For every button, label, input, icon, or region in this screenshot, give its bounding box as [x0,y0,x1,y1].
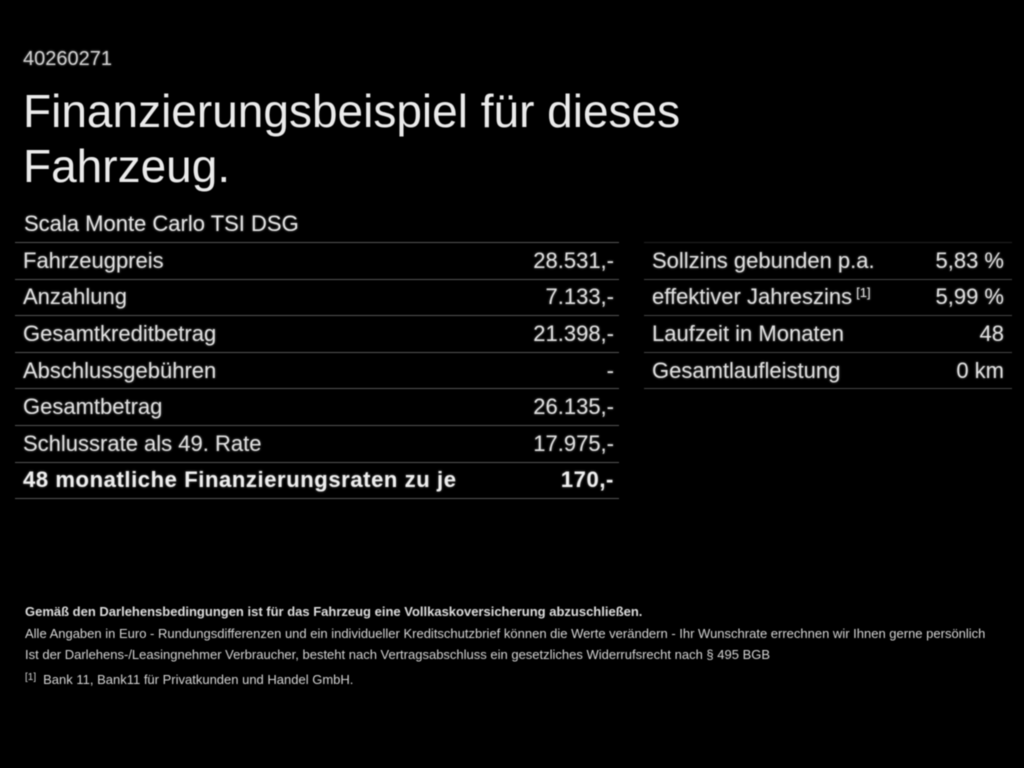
footnote-insurance: Gemäß den Darlehensbedingungen ist für d… [25,604,643,619]
finance-row-value: 170,- [317,462,619,500]
conditions-row-value: 0 km [828,352,1012,390]
finance-row-fahrzeugpreis: Fahrzeugpreis 28.531,- [15,242,619,280]
conditions-row-label: Sollzins gebunden p.a. [644,242,875,280]
finance-row-monthly-rate: 48 monatliche Finanzierungsraten zu je 1… [15,462,619,500]
conditions-row-value: 5,99 % [828,279,1012,317]
page-title-line2: Fahrzeug. [23,140,231,192]
finance-row-label: 48 monatliche Finanzierungsraten zu je [15,462,456,500]
vehicle-reference-number: 40260271 [23,48,112,70]
footnote-reference-mark: [1] [856,285,871,301]
finance-row-value: 28.531,- [317,242,619,280]
finance-row-label: Abschlussgebühren [15,352,317,390]
finance-row-value: 21.398,- [317,315,619,353]
finance-table: Fahrzeugpreis 28.531,- Anzahlung 7.133,-… [15,242,619,500]
finance-row-value: 7.133,- [317,279,619,317]
footnote-disclaimer: Alle Angaben in Euro - Rundungsdifferenz… [25,626,986,641]
conditions-row-label: effektiver Jahreszins [1] [644,279,871,317]
finance-row-abschlussgebuehren: Abschlussgebühren - [15,352,619,390]
finance-row-anzahlung: Anzahlung 7.133,- [15,279,619,317]
conditions-row-value: 48 [828,315,1012,353]
conditions-row-label: Gesamtlaufleistung [644,352,840,390]
conditions-row-value: 5,83 % [828,242,1012,280]
finance-row-label: Fahrzeugpreis [15,242,317,280]
finance-row-label: Schlussrate als 49. Rate [15,425,317,463]
finance-row-schlussrate: Schlussrate als 49. Rate 17.975,- [15,425,619,463]
conditions-row-laufzeit: Laufzeit in Monaten 48 [644,315,1012,353]
footnote-bank: [1] Bank 11, Bank11 für Privatkunden und … [25,672,353,688]
finance-row-gesamtkreditbetrag: Gesamtkreditbetrag 21.398,- [15,315,619,353]
finance-row-gesamtbetrag: Gesamtbetrag 26.135,- [15,388,619,426]
conditions-table: Sollzins gebunden p.a. 5,83 % effektiver… [644,242,1012,390]
footnote-bank-marker: [1] [25,672,37,683]
conditions-row-label: Laufzeit in Monaten [644,315,844,353]
page-title: Finanzierungsbeispiel für dieses Fahrzeu… [23,84,680,194]
finance-row-value: 17.975,- [317,425,619,463]
finance-row-label: Gesamtbetrag [15,388,317,426]
finance-row-value: - [317,352,619,390]
footnote-bank-text: Bank 11, Bank11 für Privatkunden und Han… [43,672,354,687]
footnote-withdrawal-right: Ist der Darlehens-/Leasingnehmer Verbrau… [25,647,771,662]
conditions-row-sollzins: Sollzins gebunden p.a. 5,83 % [644,242,1012,280]
page-title-line1: Finanzierungsbeispiel für dieses [23,85,681,137]
conditions-row-gesamtlaufleistung: Gesamtlaufleistung 0 km [644,352,1012,390]
conditions-row-effektiver-jahreszins: effektiver Jahreszins [1] 5,99 % [644,279,1012,317]
finance-row-label: Gesamtkreditbetrag [15,315,317,353]
finance-row-value: 26.135,- [317,388,619,426]
finance-row-label: Anzahlung [15,279,317,317]
vehicle-model: Scala Monte Carlo TSI DSG [24,211,299,236]
